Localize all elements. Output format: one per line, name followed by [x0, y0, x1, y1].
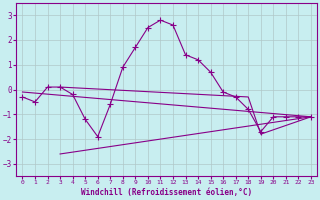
X-axis label: Windchill (Refroidissement éolien,°C): Windchill (Refroidissement éolien,°C) — [81, 188, 252, 197]
